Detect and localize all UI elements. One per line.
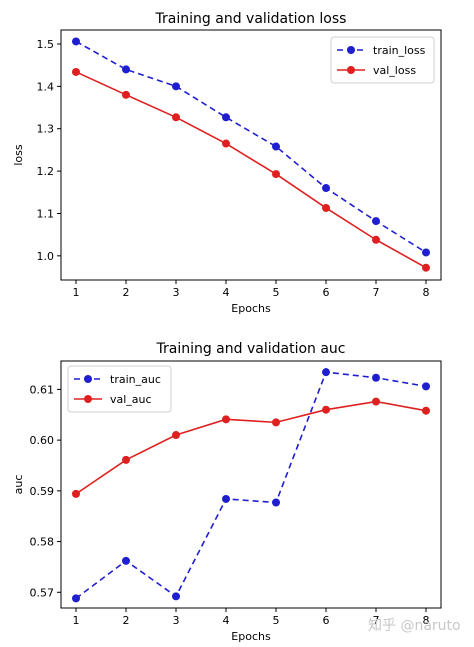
data-point-train_auc xyxy=(122,556,130,565)
x-tick-label: 6 xyxy=(323,286,330,299)
x-tick-label: 2 xyxy=(123,286,130,299)
legend-marker-val_auc xyxy=(84,395,92,403)
data-point-train_loss xyxy=(172,82,180,91)
data-point-val_auc xyxy=(72,489,80,498)
x-tick-label: 3 xyxy=(173,614,180,627)
y-tick-label: 1.4 xyxy=(37,80,55,93)
data-point-train_auc xyxy=(372,373,380,382)
x-tick-label: 4 xyxy=(223,614,230,627)
y-tick-label: 0.59 xyxy=(30,485,55,498)
series-line-train_auc xyxy=(75,371,427,600)
legend-marker-val_loss xyxy=(347,66,355,74)
x-axis-label: Epochs xyxy=(231,302,271,315)
data-point-train_auc xyxy=(222,494,230,503)
data-point-val_loss xyxy=(222,139,230,148)
data-point-train_loss xyxy=(122,65,130,74)
legend-box xyxy=(330,36,435,84)
y-tick-label: 0.57 xyxy=(30,586,55,599)
y-tick-label: 0.60 xyxy=(30,434,55,447)
data-point-val_auc xyxy=(122,455,130,464)
y-tick-label: 1.1 xyxy=(37,207,55,220)
x-tick-label: 8 xyxy=(423,286,430,299)
x-tick-label: 4 xyxy=(223,286,230,299)
x-tick-label: 6 xyxy=(323,614,330,627)
data-point-val_loss xyxy=(272,170,280,179)
chart-title: Training and validation loss xyxy=(155,11,347,27)
legend-label: train_loss xyxy=(373,44,426,57)
y-tick-label: 1.5 xyxy=(37,38,55,51)
x-tick-label: 7 xyxy=(373,286,380,299)
y-tick-label: 1.2 xyxy=(37,165,55,178)
watermark-text: 知乎 @naruto xyxy=(368,617,461,634)
y-axis-label: auc xyxy=(12,475,25,495)
data-point-val_auc xyxy=(372,397,380,406)
legend-label: val_loss xyxy=(373,64,416,77)
plot-frame xyxy=(60,360,442,609)
y-tick-label: 1.3 xyxy=(37,123,55,136)
auc-chart: Training and validation auc Epochs auc 1 2 3 4… xyxy=(12,341,442,643)
x-tick-label: 3 xyxy=(173,286,180,299)
data-point-train_loss xyxy=(222,113,230,122)
x-tick-label: 1 xyxy=(73,614,80,627)
legend-marker-train_auc xyxy=(84,375,92,383)
data-point-train_loss xyxy=(372,217,380,226)
data-point-train_loss xyxy=(322,184,330,193)
data-point-train_auc xyxy=(172,592,180,601)
legend-marker-train_loss xyxy=(347,46,355,54)
data-point-train_auc xyxy=(322,368,330,377)
data-point-train_loss xyxy=(422,248,430,257)
legend-box xyxy=(67,365,172,413)
x-tick-label: 5 xyxy=(273,286,280,299)
data-point-train_loss xyxy=(272,142,280,151)
x-tick-label: 2 xyxy=(123,614,130,627)
data-point-val_auc xyxy=(422,406,430,415)
data-point-val_loss xyxy=(122,90,130,99)
series-line-val_auc xyxy=(75,400,427,495)
data-point-val_loss xyxy=(322,203,330,212)
x-axis-label: Epochs xyxy=(231,630,271,643)
x-tick-label: 1 xyxy=(73,286,80,299)
data-point-val_auc xyxy=(222,415,230,424)
y-tick-label: 0.58 xyxy=(30,536,55,549)
x-tick-label: 5 xyxy=(273,614,280,627)
y-tick-label: 0.61 xyxy=(30,383,55,396)
data-point-val_auc xyxy=(322,405,330,414)
x-tick-label: 8 xyxy=(423,614,430,627)
x-tick-label: 7 xyxy=(373,614,380,627)
legend-label: val_auc xyxy=(110,393,152,406)
data-point-train_auc xyxy=(72,594,80,603)
loss-chart: Training and validation loss Epochs loss 1 2… xyxy=(12,11,442,315)
data-point-val_loss xyxy=(372,235,380,244)
y-axis-label: loss xyxy=(12,144,25,166)
data-point-val_loss xyxy=(422,263,430,272)
series-line-val_loss xyxy=(75,71,427,269)
legend-label: train_auc xyxy=(110,373,161,386)
series-line-train_loss xyxy=(75,40,427,254)
chart-title: Training and validation auc xyxy=(155,341,345,357)
plot-frame xyxy=(60,29,442,281)
data-point-train_auc xyxy=(272,498,280,507)
data-point-val_loss xyxy=(72,67,80,76)
data-point-val_auc xyxy=(172,431,180,440)
data-point-train_auc xyxy=(422,382,430,391)
y-tick-label: 1.0 xyxy=(37,250,55,263)
data-point-val_loss xyxy=(172,113,180,122)
data-point-val_auc xyxy=(272,418,280,427)
data-point-train_loss xyxy=(72,37,80,46)
